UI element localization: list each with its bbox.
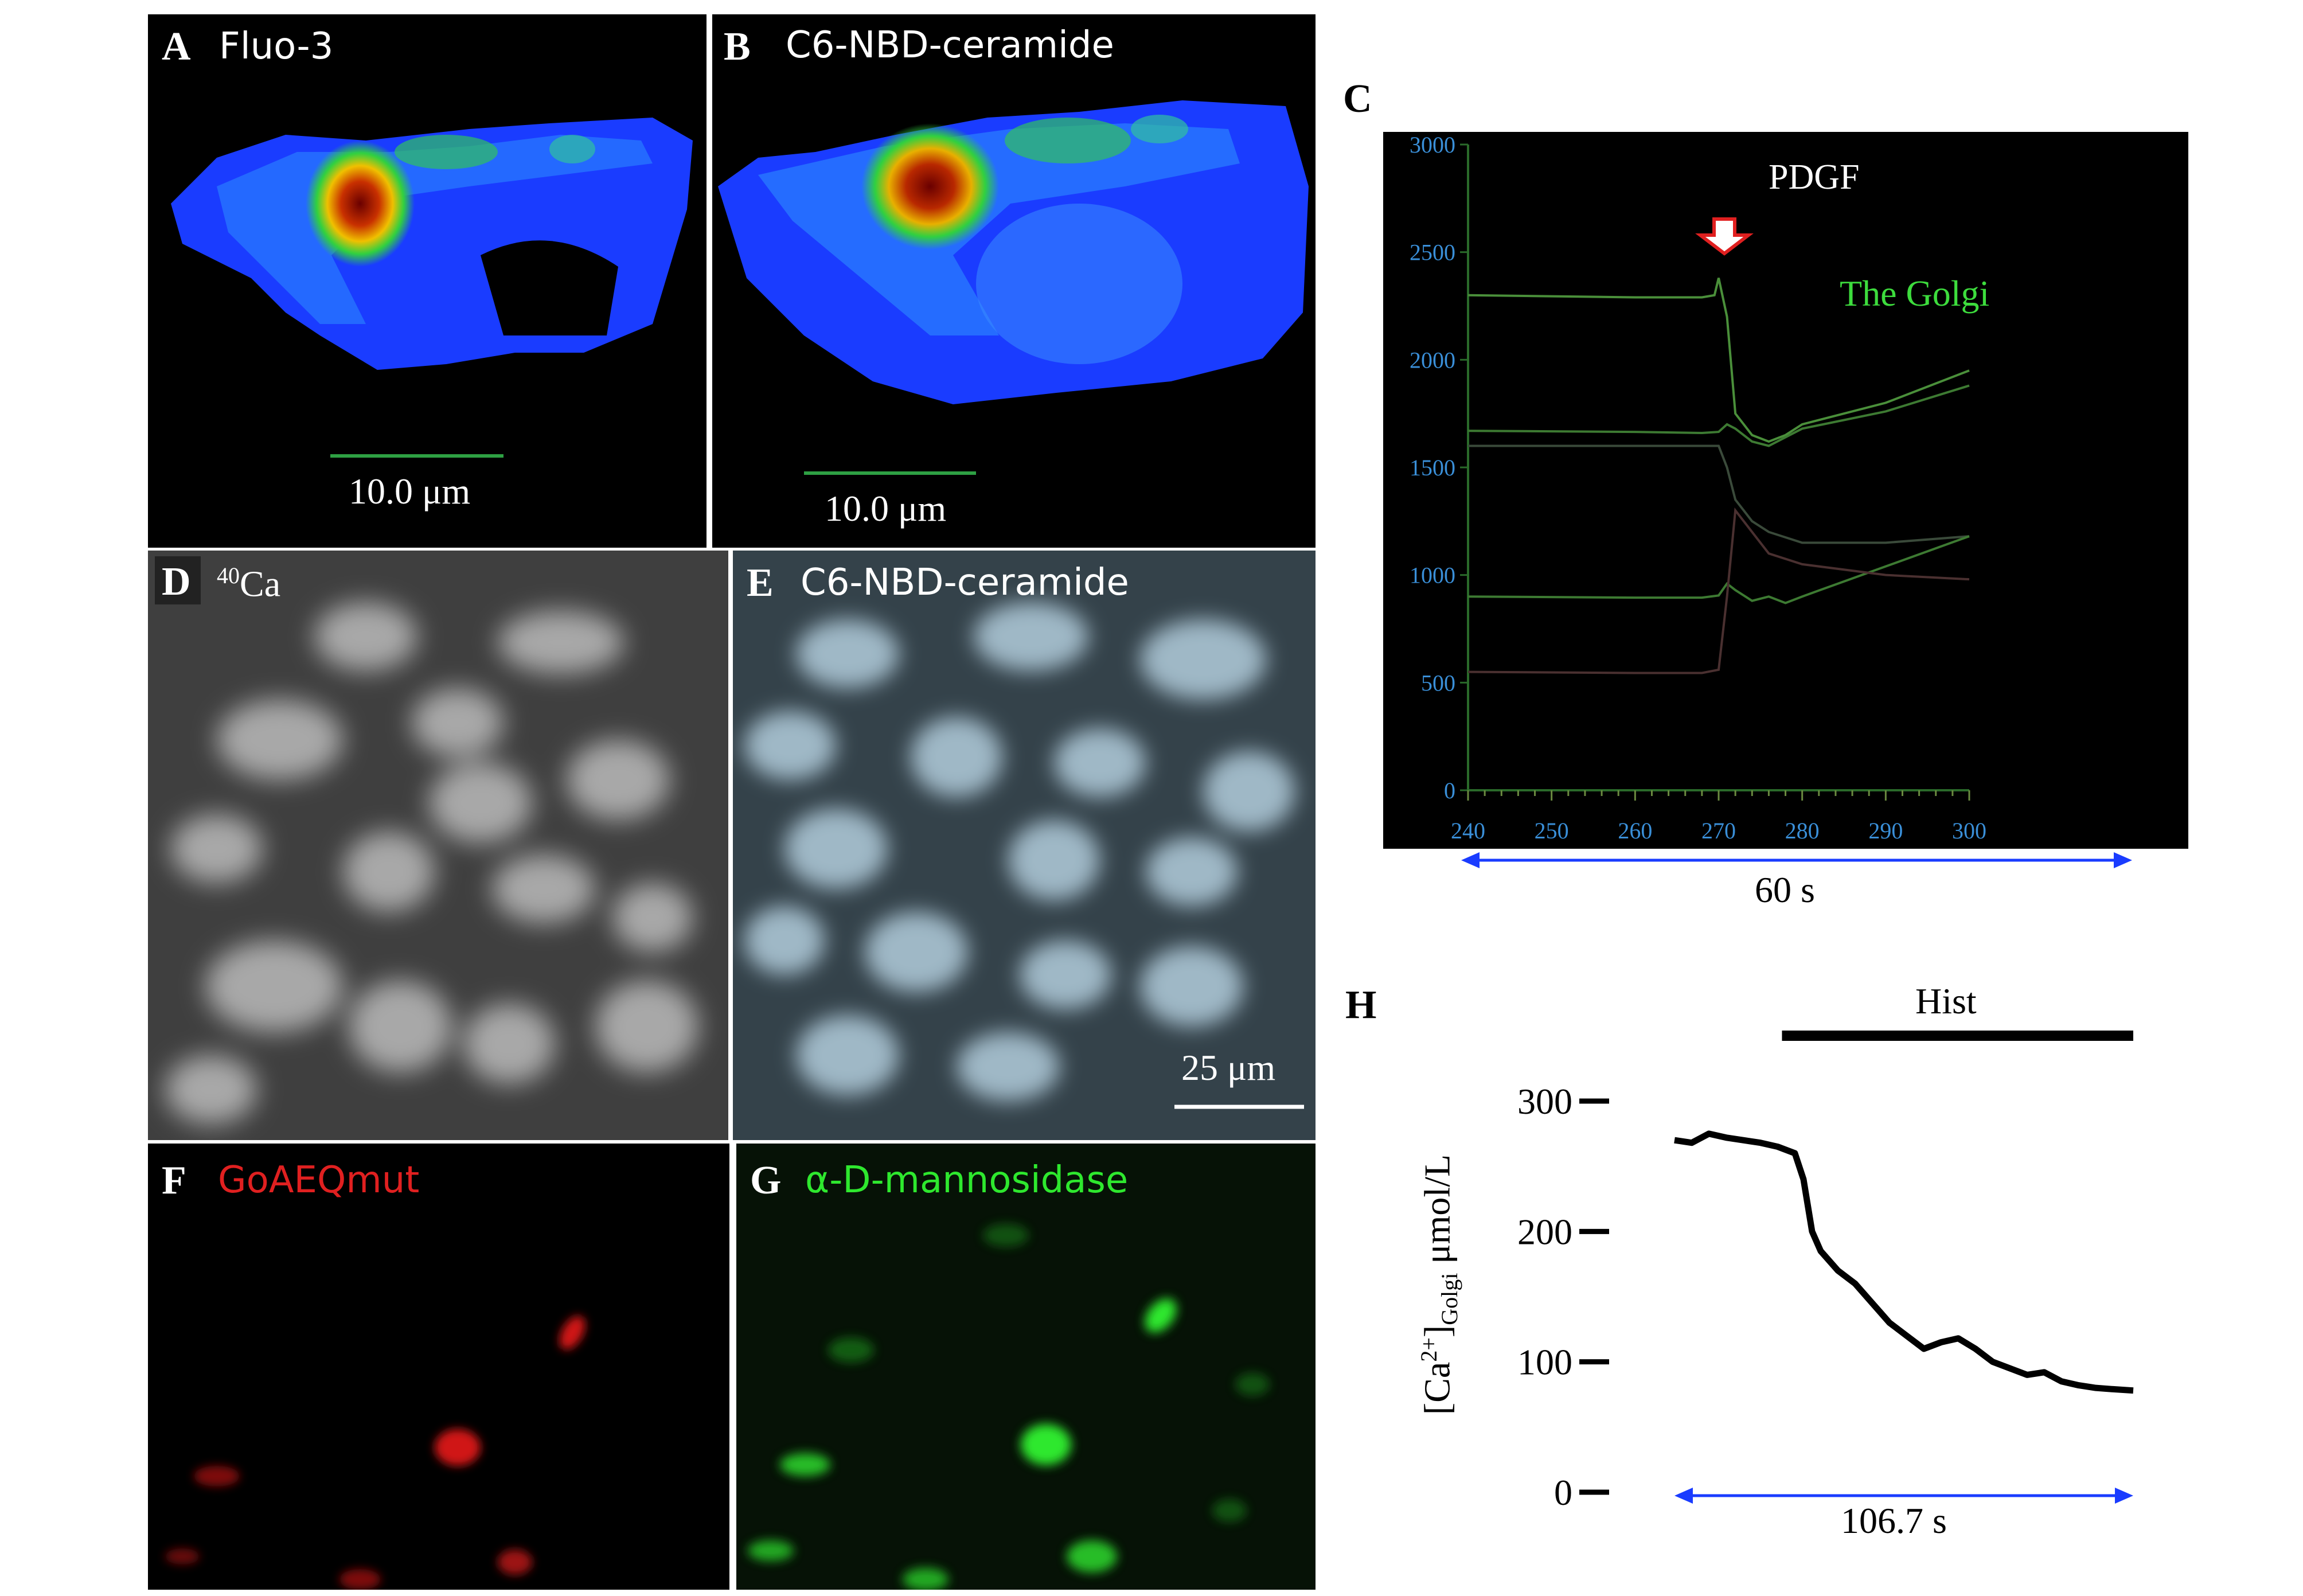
c-y-tick-label: 1000 (1410, 563, 1455, 588)
c-y-tick-label: 2000 (1410, 347, 1455, 373)
panel-label-e: E (747, 561, 774, 605)
goaeqmut-image (165, 1316, 585, 1590)
c-x-tick-label: 250 (1535, 818, 1569, 844)
c-series-line-3 (1468, 444, 1970, 544)
hist-bar-label: Hist (1915, 981, 1977, 1021)
calcium-image (148, 551, 728, 1140)
panel-title-d: 40Ca (217, 564, 280, 602)
panel-a-fluo3: A Fluo-3 10.0 μm (148, 14, 706, 548)
panel-f-goaeqmut: F GoAEQmut (148, 1144, 729, 1590)
c-y-tick-label: 500 (1421, 670, 1455, 696)
scale-label-e: 25 μm (1181, 1047, 1276, 1088)
panel-label-g: G (750, 1158, 782, 1203)
ceramide-field-image (733, 551, 1316, 1140)
fluo3-cell-image (171, 118, 693, 458)
series-label-golgi: The Golgi (1840, 273, 1990, 314)
ylabel-close: ] (1416, 1325, 1458, 1338)
mannosidase-image (748, 1224, 1270, 1590)
c-y-tick-label: 2500 (1410, 240, 1455, 266)
panel-label-c: C (1343, 77, 1372, 121)
ylabel-subscript: Golgi (1437, 1273, 1463, 1325)
h-y-tick-label: 100 (1517, 1342, 1572, 1383)
panel-title-e: C6-NBD-ceramide (801, 561, 1129, 604)
duration-label-h: 106.7 s (1841, 1500, 1947, 1541)
c-y-tick-label: 3000 (1410, 132, 1455, 158)
duration-label-c: 60 s (1755, 869, 1815, 910)
pdgf-arrow (1695, 217, 1754, 256)
c-x-tick-label: 300 (1952, 818, 1986, 844)
y-axis-label-h: [Ca2+]Golgi μmol/L (1415, 1154, 1463, 1415)
panel-label-d-box (155, 556, 201, 604)
c-series-line-4 (1467, 535, 1970, 604)
panel-label-b: B (724, 25, 751, 69)
panel-label-d: D (162, 560, 191, 604)
annotation-pdgf: PDGF (1769, 158, 1860, 197)
c-series-line-2 (1467, 384, 1970, 447)
chart-c-plot: 0 500 1000 1500 2000 2500 3000 240 250 260 270 280 2… (1410, 132, 1986, 844)
ylabel-bracket: [Ca (1416, 1361, 1458, 1415)
c-x-tick-label: 240 (1451, 818, 1485, 844)
h-y-tick-label: 200 (1517, 1211, 1572, 1252)
calcium-symbol: Ca (240, 563, 281, 604)
c-x-tick-label: 260 (1618, 818, 1652, 844)
c-y-tick-label: 1500 (1410, 455, 1455, 481)
h-duration-arrow-left (1674, 1488, 1693, 1504)
isotope-superscript: 40 (217, 563, 240, 588)
h-y-tick-label: 0 (1554, 1472, 1572, 1513)
c-x-tick-label: 290 (1868, 818, 1903, 844)
c-series-line-5 (1467, 507, 1970, 674)
panel-g-mannosidase: G α-D-mannosidase (736, 1144, 1316, 1590)
h-calcium-trace (1674, 1130, 2134, 1394)
scale-label-a: 10.0 μm (349, 471, 471, 512)
h-y-tick-label: 300 (1517, 1081, 1572, 1122)
c-y-tick-label: 0 (1444, 778, 1455, 803)
ylabel-unit: μmol/L (1416, 1154, 1458, 1273)
panel-label-h: H (1345, 983, 1377, 1027)
scale-label-b: 10.0 μm (825, 488, 947, 529)
c-x-tick-label: 270 (1701, 818, 1736, 844)
ceramide-cell-image (718, 100, 1309, 475)
c-series-line-1 (1467, 278, 1970, 443)
panel-label-f: F (162, 1158, 186, 1203)
panel-title-g: α-D-mannosidase (805, 1159, 1129, 1201)
panel-e-ceramide-field: E C6-NBD-ceramide 25 μm (733, 551, 1316, 1140)
panel-title-a: Fluo-3 (219, 25, 334, 68)
panel-b-ceramide: B C6-NBD-ceramide 10.0 μm (712, 14, 1316, 548)
ylabel-charge: 2+ (1415, 1337, 1442, 1362)
panel-c-chart: 0 500 1000 1500 2000 2500 3000 240 250 260 270 280 2… (1383, 132, 2188, 849)
h-duration-arrow-right (2115, 1488, 2133, 1504)
panel-title-b: C6-NBD-ceramide (786, 24, 1114, 67)
panel-d-calcium: D 40Ca (148, 551, 728, 1140)
panel-title-f: GoAEQmut (218, 1159, 420, 1201)
panel-label-a: A (162, 25, 191, 69)
c-x-tick-label: 280 (1785, 818, 1820, 844)
